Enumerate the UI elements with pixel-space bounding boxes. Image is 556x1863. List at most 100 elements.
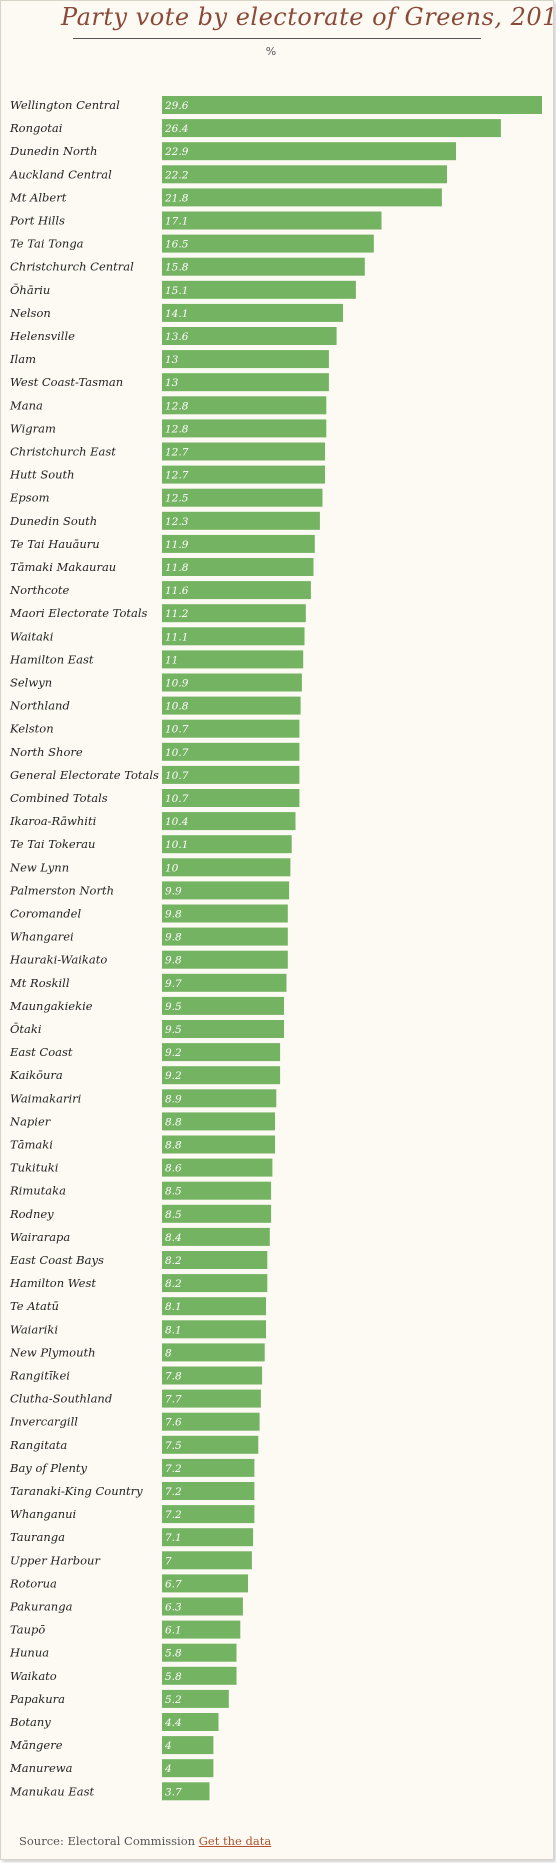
bar-row: Te Tai Tonga 16.5 — [10, 234, 374, 253]
value-label: 7.2 — [165, 1509, 182, 1521]
value-label: 12.7 — [165, 447, 189, 459]
value-label: 7.6 — [165, 1417, 182, 1429]
category-label: Te Tai Tokerau — [10, 837, 95, 851]
category-label: East Coast — [9, 1045, 73, 1059]
bar-row: Pakuranga 6.3 — [9, 1597, 243, 1616]
value-label: 7 — [165, 1555, 172, 1567]
bar — [162, 1643, 237, 1662]
bar-row: Taranaki-King Country 7.2 — [10, 1482, 255, 1500]
category-label: Rangitata — [9, 1438, 67, 1452]
category-label: Manukau East — [9, 1784, 94, 1798]
value-label: 11.1 — [165, 631, 188, 643]
bars-layer: Wellington Central 29.6 Rongotai 26.4 Dunedi… — [9, 96, 542, 1801]
value-label: 4 — [164, 1740, 172, 1752]
category-label: Wellington Central — [10, 98, 120, 112]
bar-row: Upper Harbour 7 — [10, 1551, 252, 1570]
bar-row: Ōtaki 9.5 — [10, 1020, 284, 1038]
category-label: Mt Roskill — [9, 976, 70, 990]
bar-row: New Lynn 10 — [9, 858, 291, 877]
bar — [162, 1251, 268, 1269]
category-label: General Electorate Totals — [10, 768, 159, 782]
bar — [162, 835, 292, 854]
value-label: 12.8 — [165, 400, 189, 412]
source-note: Source: Electoral Commission Get the dat… — [19, 1834, 271, 1848]
category-label: Manurewa — [9, 1761, 73, 1775]
bar — [162, 188, 442, 207]
bar — [162, 650, 304, 669]
value-label: 8.8 — [165, 1140, 182, 1152]
value-label: 11 — [165, 654, 178, 666]
bar — [162, 1204, 272, 1223]
category-label: Whanganui — [10, 1507, 77, 1521]
bar-row: Port Hills 17.1 — [9, 211, 382, 230]
get-data-link[interactable]: Get the data — [198, 1834, 272, 1848]
value-label: 15.1 — [165, 285, 188, 297]
category-label: Kelston — [9, 722, 54, 736]
bar-row: Te Tai Hauāuru 11.9 — [10, 534, 315, 553]
category-label: Northland — [9, 699, 70, 713]
category-label: Wigram — [10, 421, 56, 435]
bar — [162, 373, 329, 392]
category-label: Selwyn — [10, 676, 52, 690]
category-label: Invercargill — [9, 1415, 78, 1429]
bar-row: Hunua 5.8 — [9, 1643, 237, 1662]
bar — [162, 1551, 252, 1570]
bar-row: Christchurch Central 15.8 — [10, 257, 365, 276]
bar — [162, 119, 501, 138]
category-label: Palmerston North — [9, 883, 114, 897]
title-underline — [73, 38, 481, 39]
bar — [162, 1574, 248, 1593]
bar — [162, 1112, 275, 1131]
bar-row: Dunedin North 22.9 — [9, 142, 456, 161]
category-label: Tukituki — [10, 1161, 59, 1175]
bar — [162, 558, 314, 576]
value-label: 10.7 — [165, 724, 189, 736]
value-label: 10.7 — [165, 770, 189, 782]
value-label: 10.7 — [165, 793, 189, 805]
bar — [162, 1597, 243, 1616]
bar-row: Maungakiekie 9.5 — [9, 996, 284, 1015]
bar-row: Napier 8.8 — [9, 1112, 275, 1131]
bar-row: Papakura 5.2 — [9, 1689, 229, 1708]
category-label: Te Atatū — [10, 1299, 59, 1313]
category-label: Whangarei — [10, 930, 74, 944]
bar — [162, 1320, 266, 1339]
bar-row: Taupō 6.1 — [10, 1620, 241, 1639]
category-label: North Shore — [9, 745, 83, 759]
bar-row: Dunedin South 12.3 — [9, 511, 320, 530]
category-label: Christchurch Central — [10, 260, 134, 274]
bar-row: Rangitata 7.5 — [9, 1435, 259, 1454]
category-label: Epsom — [9, 491, 50, 505]
bar-row: Northland 10.8 — [9, 696, 301, 715]
bar — [162, 280, 356, 299]
value-label: 9.8 — [165, 909, 182, 921]
value-label: 10.9 — [165, 678, 189, 690]
value-label: 7.7 — [165, 1394, 182, 1406]
bar-row: Botany 4.4 — [9, 1713, 219, 1731]
bar-row: Mt Roskill 9.7 — [9, 973, 287, 992]
bar — [162, 1158, 273, 1177]
value-label: 11.9 — [165, 539, 189, 551]
value-label: 13 — [165, 377, 179, 389]
value-label: 3.7 — [165, 1786, 182, 1798]
bar-row: Manukau East 3.7 — [9, 1782, 210, 1801]
bar — [162, 1528, 254, 1547]
category-label: East Coast Bays — [9, 1253, 104, 1267]
value-label: 8.2 — [165, 1255, 182, 1267]
category-label: Tāmaki — [10, 1138, 53, 1152]
category-label: Nelson — [9, 306, 51, 320]
category-label: New Lynn — [9, 860, 69, 874]
bar — [162, 1620, 241, 1639]
category-label: Rongotai — [9, 121, 63, 135]
category-label: Upper Harbour — [10, 1553, 101, 1567]
bar — [162, 1482, 255, 1500]
bar — [162, 973, 287, 992]
bar — [162, 165, 447, 184]
category-label: Te Tai Hauāuru — [10, 537, 100, 551]
category-label: Ilam — [9, 352, 36, 366]
value-label: 7.8 — [165, 1371, 182, 1383]
bar — [162, 1666, 237, 1685]
bar — [162, 1066, 281, 1085]
category-label: Waitaki — [10, 629, 54, 643]
